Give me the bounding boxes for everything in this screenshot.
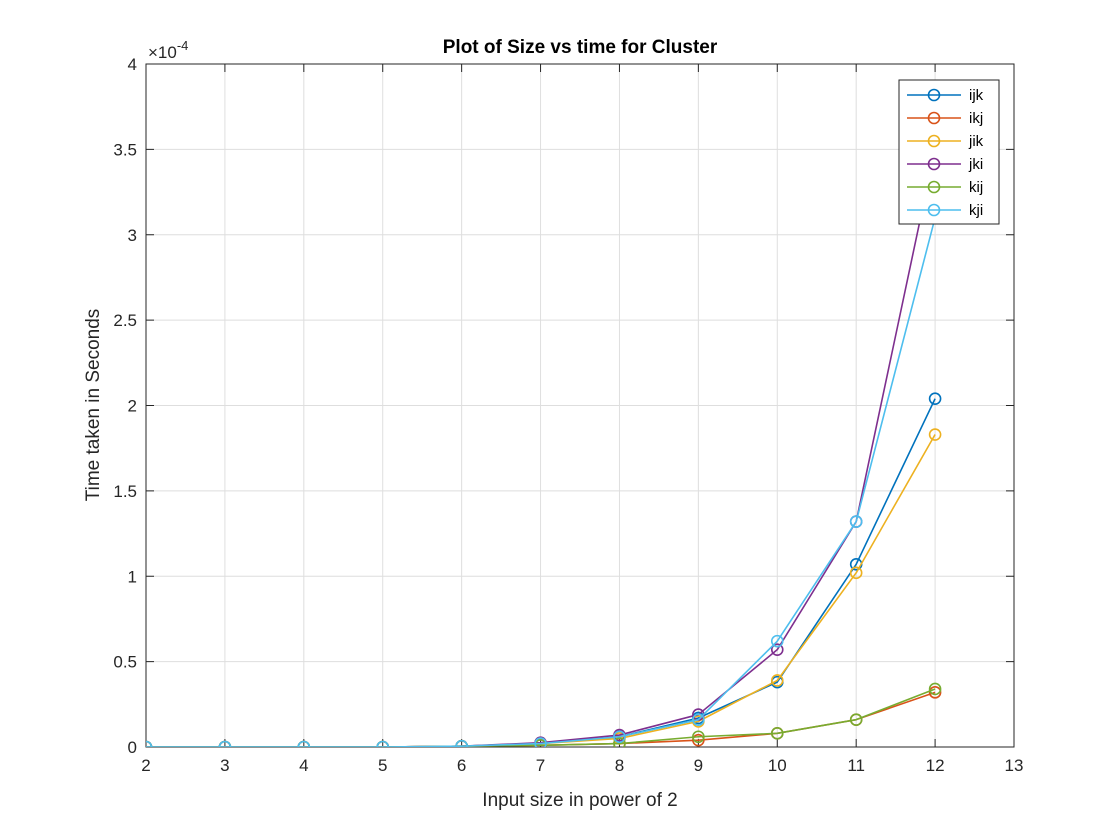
- legend-label: kji: [969, 202, 983, 219]
- legend-item-jik: jik: [907, 133, 984, 150]
- x-tick-label: 12: [926, 756, 945, 775]
- series-line-kji: [146, 217, 936, 747]
- y-tick-label: 1.5: [113, 482, 137, 501]
- data-point-kji: [770, 634, 784, 648]
- data-point-ikj: [928, 686, 942, 699]
- x-tick-label: 11: [847, 756, 865, 775]
- y-axis-exponent-power: -4: [177, 38, 189, 53]
- x-tick-label: 10: [768, 756, 787, 775]
- x-tick-label: 7: [536, 756, 545, 775]
- legend-marker: [927, 180, 941, 194]
- data-point-kij: [692, 730, 705, 744]
- data-point-jik: [928, 428, 942, 441]
- data-point-kji: [849, 515, 863, 528]
- legend-label: kij: [969, 179, 983, 196]
- data-point-ikj: [692, 733, 705, 747]
- data-point-jik: [770, 674, 784, 687]
- y-tick-label: 4: [128, 55, 137, 74]
- series-lines: [146, 143, 942, 747]
- legend-item-kij: kij: [907, 179, 983, 196]
- legend-item-jki: jki: [907, 156, 983, 173]
- legend-marker: [927, 157, 941, 171]
- x-tick-label: 5: [378, 756, 387, 775]
- data-point-ijk: [928, 392, 942, 405]
- data-point-kji: [613, 730, 626, 744]
- x-tick-label: 8: [615, 756, 624, 775]
- data-point-kij: [770, 727, 784, 740]
- y-axis-title: Time taken in Seconds: [83, 309, 104, 502]
- data-point-jik: [849, 566, 863, 580]
- legend-marker: [927, 134, 941, 148]
- x-tick-label: 6: [457, 756, 466, 775]
- y-axis-exponent: ×10-4: [148, 38, 188, 62]
- legend-marker: [927, 88, 941, 102]
- x-tick-label: 9: [694, 756, 703, 775]
- legend-label: ijk: [969, 87, 984, 104]
- data-point-kji: [376, 740, 390, 747]
- series-line-kij: [146, 688, 936, 747]
- y-axis-ticks: 0 0.5 1 1.5 2 2.5 3 3.5 4: [113, 55, 1014, 757]
- data-point-jki: [770, 643, 784, 656]
- x-tick-label: 4: [299, 756, 308, 775]
- y-tick-label: 2.5: [113, 311, 137, 330]
- legend-label: ikj: [969, 110, 983, 127]
- legend-label: jik: [968, 133, 984, 150]
- data-point-kij: [928, 682, 942, 696]
- y-axis-exponent-base: ×10: [148, 43, 177, 62]
- data-point-kji: [534, 737, 547, 747]
- y-tick-label: 1: [128, 567, 137, 586]
- x-axis-ticks: 2 3 4 5 6 7 8 9 10 11 12 13: [141, 64, 1023, 775]
- data-point-kji: [218, 740, 232, 747]
- x-tick-label: 2: [141, 756, 150, 775]
- y-tick-label: 0.5: [113, 653, 137, 672]
- legend-box: [898, 79, 1000, 225]
- x-tick-label: 13: [1005, 756, 1024, 775]
- data-point-kij: [613, 737, 626, 747]
- legend-marker: [927, 203, 941, 217]
- y-tick-label: 2: [128, 397, 137, 416]
- data-point-kij: [849, 713, 863, 726]
- y-tick-label: 3: [128, 226, 137, 245]
- legend-item-ikj: ikj: [907, 110, 983, 127]
- data-point-kji: [692, 713, 705, 726]
- legend-marker: [927, 111, 941, 125]
- grid: [146, 64, 1014, 747]
- y-tick-label: 3.5: [113, 140, 137, 159]
- series-line-jki: [146, 149, 936, 747]
- legend-item-ijk: ijk: [907, 87, 984, 104]
- x-tick-label: 3: [220, 756, 229, 775]
- legend: ijk ikj jik jki kij kji: [898, 79, 1000, 225]
- legend-label: jki: [968, 156, 983, 173]
- data-point-kji: [455, 739, 468, 747]
- x-axis-title: Input size in power of 2: [482, 790, 677, 811]
- legend-item-kji: kji: [907, 202, 983, 219]
- y-tick-label: 0: [128, 738, 137, 757]
- data-point-kji: [297, 740, 311, 747]
- chart-title: Plot of Size vs time for Cluster: [443, 37, 718, 58]
